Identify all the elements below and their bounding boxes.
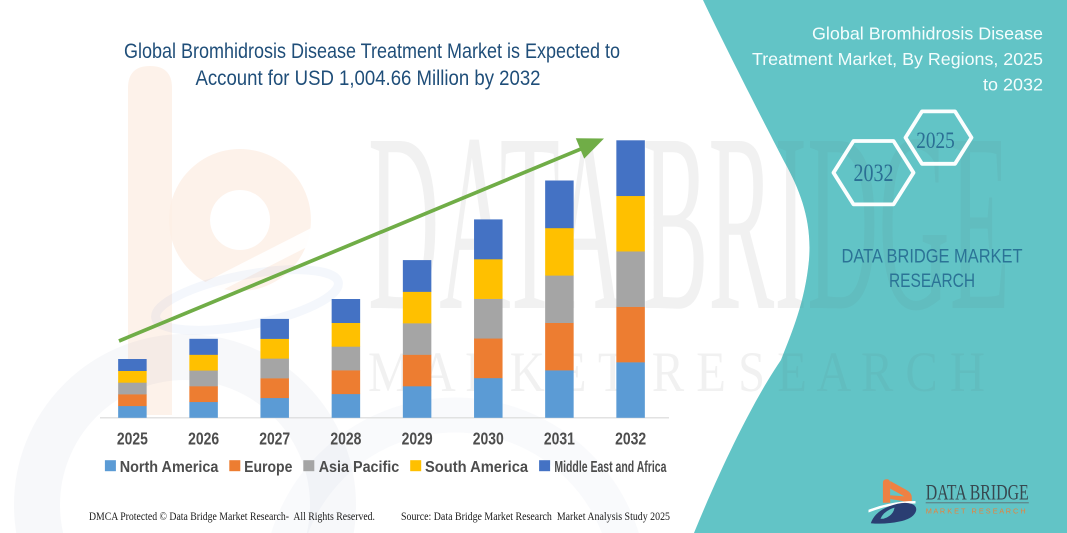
svg-text:Source: Data Bridge Market Res: Source: Data Bridge Market Research Mark… — [401, 509, 670, 523]
svg-text:2032: 2032 — [854, 160, 894, 187]
svg-text:2028: 2028 — [330, 429, 361, 449]
svg-text:Asia Pacific: Asia Pacific — [319, 459, 400, 476]
svg-text:DMCA Protected © Data Bridge M: DMCA Protected © Data Bridge Market Rese… — [89, 509, 375, 523]
svg-text:2025: 2025 — [916, 128, 955, 153]
svg-text:Treatment Market, By Regions,: Treatment Market, By Regions, 2025 — [752, 49, 1043, 69]
svg-text:M A R K E T R E S E A R C H: M A R K E T R E S E A R C H — [926, 507, 1026, 516]
svg-text:M A R K E T R E S E A R C H: M A R K E T R E S E A R C H — [368, 341, 985, 404]
svg-text:Account for USD 1,004.66 Milli: Account for USD 1,004.66 Million by 2032 — [196, 67, 541, 90]
svg-text:2026: 2026 — [188, 429, 219, 449]
svg-text:2030: 2030 — [473, 429, 504, 449]
svg-text:2031: 2031 — [544, 429, 575, 449]
svg-text:2029: 2029 — [402, 429, 433, 449]
svg-text:2027: 2027 — [259, 429, 290, 449]
svg-text:RESEARCH: RESEARCH — [889, 270, 975, 292]
svg-text:Global Bromhidrosis Disease Tr: Global Bromhidrosis Disease Treatment Ma… — [124, 40, 620, 63]
svg-text:DATA BRIDGE: DATA BRIDGE — [926, 480, 1029, 505]
svg-text:North America: North America — [120, 459, 219, 476]
svg-text:Europe: Europe — [244, 459, 293, 476]
svg-text:DATA BRIDGE MARKET: DATA BRIDGE MARKET — [842, 246, 1023, 268]
svg-text:Middle East and Africa: Middle East and Africa — [554, 459, 666, 476]
svg-text:2025: 2025 — [117, 429, 148, 449]
svg-text:South America: South America — [425, 459, 528, 476]
svg-text:to 2032: to 2032 — [983, 74, 1043, 94]
svg-text:Global Bromhidrosis Disease: Global Bromhidrosis Disease — [812, 24, 1043, 44]
svg-text:2032: 2032 — [615, 429, 646, 449]
